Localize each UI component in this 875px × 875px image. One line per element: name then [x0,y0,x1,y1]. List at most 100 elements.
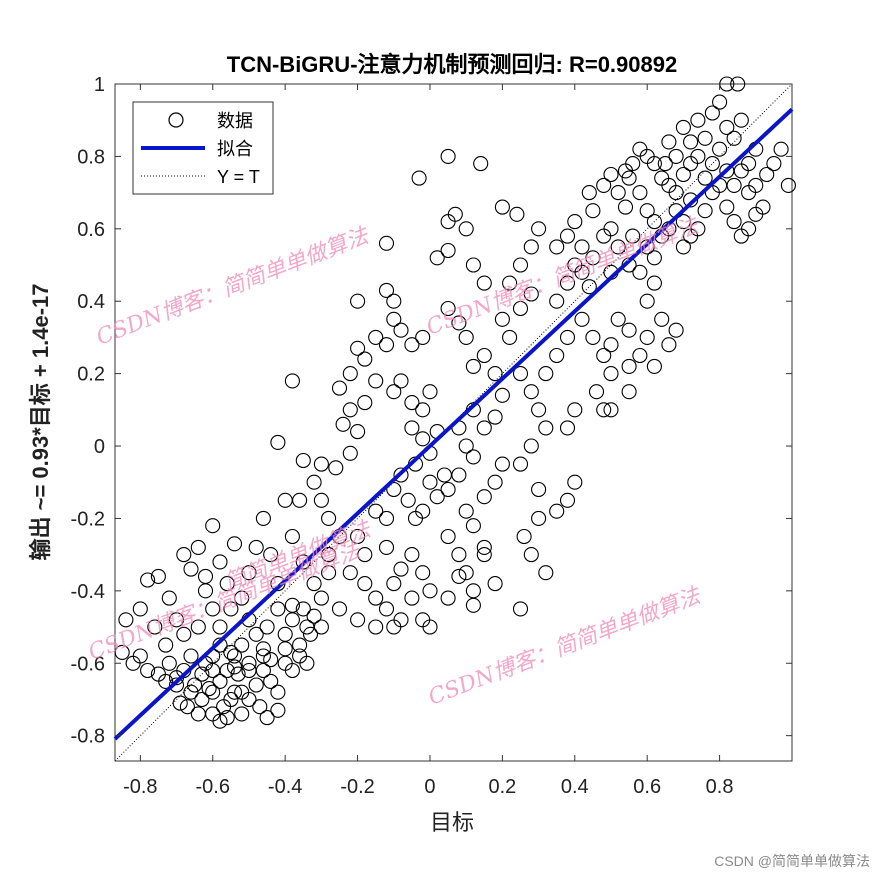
data-point [440,300,456,317]
data-point [125,655,141,671]
data-point [212,713,228,729]
data-point [451,315,467,331]
data-point [226,536,243,552]
y-tick-label: 0 [94,436,105,458]
data-point [313,590,329,606]
data-point [284,597,300,613]
x-tick-label: -0.8 [123,776,157,798]
data-point [585,250,601,266]
data-point [494,456,510,472]
data-point [683,134,699,150]
data-point [512,300,529,317]
data-point [451,568,467,584]
data-point [512,366,529,382]
data-point [368,373,384,389]
legend-label-data: 数据 [217,111,253,131]
data-point [172,695,188,711]
data-point [255,641,271,657]
y-tick-label: -0.6 [71,653,105,675]
data-point [476,275,492,291]
data-point [216,699,232,715]
data-point [255,510,271,526]
data-point [158,673,174,689]
data-point [378,235,395,251]
data-point [378,601,395,617]
data-point [559,329,576,345]
x-tick-label: 0.2 [488,776,516,798]
data-point [241,655,257,671]
data-point [668,148,684,164]
data-point [415,565,431,581]
data-point [331,601,348,617]
data-point [759,166,775,183]
data-point [259,619,275,635]
data-point [350,340,366,356]
data-point [306,608,322,624]
data-point [147,619,163,635]
data-point [704,105,720,121]
data-point [741,185,757,201]
data-point [585,203,601,219]
data-point [302,626,319,642]
data-point [675,214,691,230]
data-point [350,612,366,628]
data-point [429,489,445,505]
data-point [197,568,214,584]
data-point [306,576,322,592]
data-point [342,445,358,461]
data-point [313,492,329,508]
data-point [259,710,275,726]
data-point [621,322,637,338]
data-point [270,434,286,450]
data-point [404,590,420,606]
data-point [404,395,420,411]
data-point [531,510,547,526]
data-point [726,214,742,230]
data-point [538,565,554,581]
data-point [415,402,431,418]
data-point [194,691,210,708]
data-point [118,612,134,628]
data-point [212,619,228,635]
data-point [212,673,228,689]
data-point [632,264,648,280]
data-point [205,601,221,617]
data-point [234,637,250,653]
data-point [270,702,286,718]
x-tick-label: -0.6 [196,776,230,798]
data-point [603,366,619,382]
data-point [422,583,438,599]
x-tick-label: 0 [424,776,435,798]
data-point [194,666,210,682]
data-point [187,677,203,693]
data-point [350,424,366,440]
data-point [150,568,166,584]
data-point [212,554,228,570]
data-point [654,311,670,327]
data-point [132,601,148,617]
data-point [585,329,601,345]
data-point [531,221,547,237]
data-point [780,177,796,193]
x-tick-label: 0.6 [633,776,661,798]
data-point [183,684,199,700]
plot-area [113,76,796,762]
data-point [712,94,728,110]
x-axis-label: 目标 [430,810,474,835]
data-point [168,677,185,693]
data-point [639,203,655,219]
data-point [179,699,195,715]
data-point [509,206,525,222]
data-point [581,185,597,201]
data-point [205,684,221,700]
data-point [386,619,402,635]
data-point [226,684,243,700]
footer-credit: CSDN @简简单单做算法 [714,853,870,869]
data-point [241,565,257,581]
data-point [639,293,655,309]
data-point [422,619,438,635]
data-point [646,156,662,172]
data-point [538,366,554,382]
data-point [183,648,199,664]
